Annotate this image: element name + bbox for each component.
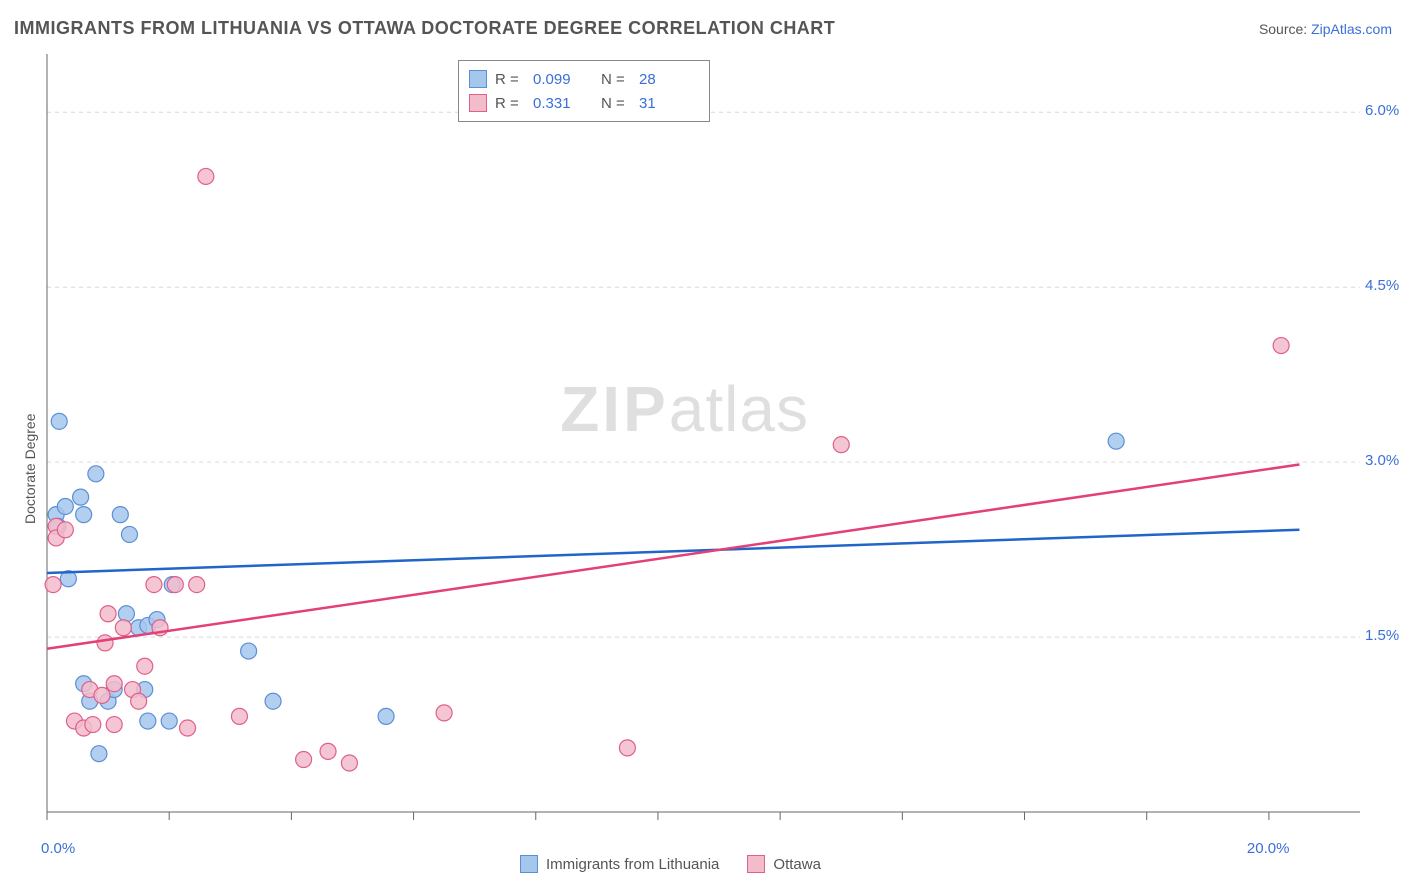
data-point-ottawa: [833, 437, 849, 453]
data-point-ottawa: [341, 755, 357, 771]
series-legend: Immigrants from Lithuania Ottawa: [520, 855, 821, 873]
correlation-legend: R = 0.099 N = 28 R = 0.331 N = 31: [458, 60, 710, 122]
y-tick-label: 3.0%: [1365, 452, 1399, 469]
legend-r-label: R =: [495, 71, 525, 88]
series-legend-swatch: [747, 855, 765, 873]
data-point-ottawa: [231, 708, 247, 724]
regression-line-ottawa: [47, 464, 1299, 648]
data-point-ottawa: [146, 577, 162, 593]
data-point-lithuania: [112, 507, 128, 523]
series-legend-swatch: [520, 855, 538, 873]
data-point-ottawa: [180, 720, 196, 736]
legend-n-label: N =: [601, 71, 631, 88]
series-legend-item-ottawa: Ottawa: [747, 855, 821, 873]
data-point-lithuania: [241, 643, 257, 659]
data-point-ottawa: [198, 168, 214, 184]
scatter-chart-svg: [0, 0, 1406, 892]
data-point-ottawa: [45, 577, 61, 593]
series-legend-item-lithuania: Immigrants from Lithuania: [520, 855, 719, 873]
data-point-ottawa: [167, 577, 183, 593]
legend-r-value: 0.331: [533, 95, 593, 112]
data-point-lithuania: [88, 466, 104, 482]
data-point-lithuania: [161, 713, 177, 729]
data-point-lithuania: [1108, 433, 1124, 449]
legend-row-ottawa: R = 0.331 N = 31: [469, 91, 699, 115]
data-point-lithuania: [140, 713, 156, 729]
data-point-ottawa: [131, 693, 147, 709]
legend-row-lithuania: R = 0.099 N = 28: [469, 67, 699, 91]
legend-n-value: 31: [639, 95, 699, 112]
data-point-lithuania: [378, 708, 394, 724]
data-point-lithuania: [121, 526, 137, 542]
data-point-lithuania: [265, 693, 281, 709]
legend-n-value: 28: [639, 71, 699, 88]
data-point-lithuania: [57, 498, 73, 514]
data-point-ottawa: [619, 740, 635, 756]
data-point-ottawa: [85, 717, 101, 733]
data-point-lithuania: [76, 507, 92, 523]
y-tick-label: 4.5%: [1365, 277, 1399, 294]
series-legend-label: Immigrants from Lithuania: [546, 856, 719, 873]
data-point-ottawa: [94, 687, 110, 703]
data-point-ottawa: [115, 620, 131, 636]
y-axis-label: Doctorate Degree: [22, 413, 38, 524]
data-point-ottawa: [137, 658, 153, 674]
data-point-ottawa: [106, 676, 122, 692]
y-tick-label: 6.0%: [1365, 102, 1399, 119]
data-point-ottawa: [320, 743, 336, 759]
data-point-ottawa: [436, 705, 452, 721]
legend-r-value: 0.099: [533, 71, 593, 88]
data-point-ottawa: [106, 717, 122, 733]
legend-swatch-ottawa: [469, 94, 487, 112]
x-tick-label: 20.0%: [1247, 840, 1290, 857]
data-point-ottawa: [189, 577, 205, 593]
data-point-lithuania: [73, 489, 89, 505]
data-point-lithuania: [118, 606, 134, 622]
data-point-ottawa: [97, 635, 113, 651]
regression-line-lithuania: [47, 530, 1299, 573]
data-point-ottawa: [1273, 338, 1289, 354]
series-legend-label: Ottawa: [773, 856, 821, 873]
legend-n-label: N =: [601, 95, 631, 112]
data-point-ottawa: [57, 522, 73, 538]
data-point-ottawa: [100, 606, 116, 622]
legend-swatch-lithuania: [469, 70, 487, 88]
data-point-lithuania: [51, 413, 67, 429]
chart-container: IMMIGRANTS FROM LITHUANIA VS OTTAWA DOCT…: [0, 0, 1406, 892]
data-point-ottawa: [296, 752, 312, 768]
data-point-lithuania: [91, 746, 107, 762]
x-tick-label: 0.0%: [41, 840, 75, 857]
legend-r-label: R =: [495, 95, 525, 112]
y-tick-label: 1.5%: [1365, 627, 1399, 644]
